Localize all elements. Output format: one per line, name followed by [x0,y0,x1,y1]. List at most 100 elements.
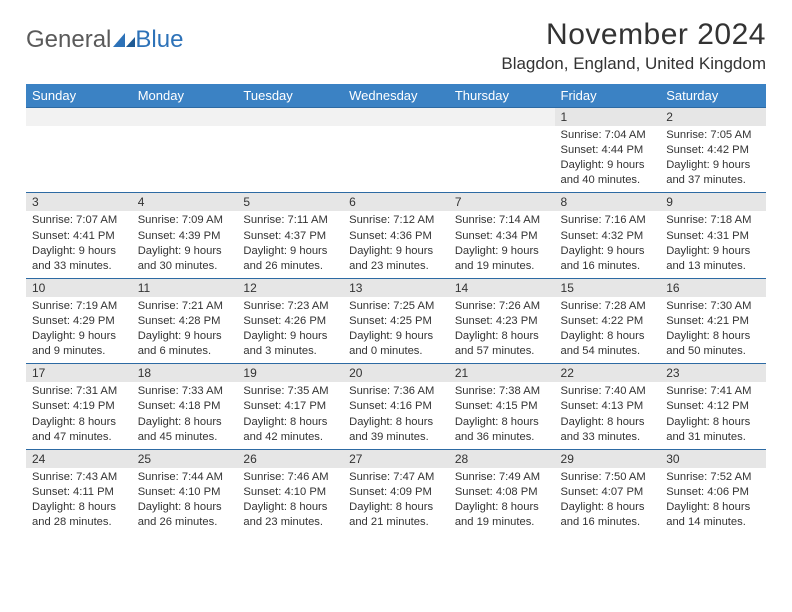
daylight-text: and 33 minutes. [32,259,126,274]
daylight-text: Daylight: 9 hours [455,244,549,259]
day-number-cell: 25 [132,449,238,468]
weekday-header: Tuesday [237,84,343,108]
daylight-text: Daylight: 9 hours [561,244,655,259]
day-content-cell: Sunrise: 7:43 AMSunset: 4:11 PMDaylight:… [26,468,132,534]
day-content-cell: Sunrise: 7:33 AMSunset: 4:18 PMDaylight:… [132,382,238,449]
daylight-text: Daylight: 9 hours [138,244,232,259]
sunset-text: Sunset: 4:41 PM [32,229,126,244]
day-content-cell: Sunrise: 7:07 AMSunset: 4:41 PMDaylight:… [26,211,132,278]
sunrise-text: Sunrise: 7:26 AM [455,299,549,314]
daylight-text: and 21 minutes. [349,515,443,530]
sunrise-text: Sunrise: 7:11 AM [243,213,337,228]
sunset-text: Sunset: 4:11 PM [32,485,126,500]
sunrise-text: Sunrise: 7:33 AM [138,384,232,399]
day-number-cell: 21 [449,364,555,383]
sunrise-text: Sunrise: 7:47 AM [349,470,443,485]
day-number-cell: 8 [555,193,661,212]
day-number-cell [26,108,132,127]
daylight-text: and 23 minutes. [243,515,337,530]
day-content-cell: Sunrise: 7:11 AMSunset: 4:37 PMDaylight:… [237,211,343,278]
day-content-cell: Sunrise: 7:14 AMSunset: 4:34 PMDaylight:… [449,211,555,278]
day-content-cell: Sunrise: 7:35 AMSunset: 4:17 PMDaylight:… [237,382,343,449]
daylight-text: and 14 minutes. [666,515,760,530]
sunset-text: Sunset: 4:17 PM [243,399,337,414]
day-number-cell [237,108,343,127]
daylight-text: Daylight: 9 hours [349,329,443,344]
day-number-cell: 19 [237,364,343,383]
daylight-text: Daylight: 8 hours [666,415,760,430]
daylight-text: Daylight: 8 hours [561,415,655,430]
sunrise-text: Sunrise: 7:25 AM [349,299,443,314]
day-number-cell: 11 [132,278,238,297]
day-number-cell: 7 [449,193,555,212]
sunset-text: Sunset: 4:37 PM [243,229,337,244]
daylight-text: and 30 minutes. [138,259,232,274]
day-content-cell: Sunrise: 7:19 AMSunset: 4:29 PMDaylight:… [26,297,132,364]
daylight-text: Daylight: 8 hours [666,500,760,515]
day-content-cell: Sunrise: 7:41 AMSunset: 4:12 PMDaylight:… [660,382,766,449]
day-content-cell: Sunrise: 7:31 AMSunset: 4:19 PMDaylight:… [26,382,132,449]
daylight-text: Daylight: 8 hours [666,329,760,344]
sunrise-text: Sunrise: 7:41 AM [666,384,760,399]
sunrise-text: Sunrise: 7:30 AM [666,299,760,314]
sunset-text: Sunset: 4:44 PM [561,143,655,158]
day-number-cell: 23 [660,364,766,383]
daylight-text: Daylight: 9 hours [243,329,337,344]
sunset-text: Sunset: 4:36 PM [349,229,443,244]
weekday-header: Wednesday [343,84,449,108]
daylight-text: Daylight: 8 hours [349,415,443,430]
daynum-row: 12 [26,108,766,127]
day-number-cell: 9 [660,193,766,212]
daylight-text: Daylight: 8 hours [455,329,549,344]
content-row: Sunrise: 7:43 AMSunset: 4:11 PMDaylight:… [26,468,766,534]
day-number-cell: 16 [660,278,766,297]
day-number-cell: 30 [660,449,766,468]
day-content-cell: Sunrise: 7:16 AMSunset: 4:32 PMDaylight:… [555,211,661,278]
sunrise-text: Sunrise: 7:44 AM [138,470,232,485]
day-number-cell: 24 [26,449,132,468]
daylight-text: Daylight: 9 hours [666,158,760,173]
day-number-cell: 6 [343,193,449,212]
daylight-text: and 45 minutes. [138,430,232,445]
day-content-cell: Sunrise: 7:04 AMSunset: 4:44 PMDaylight:… [555,126,661,193]
daylight-text: and 47 minutes. [32,430,126,445]
day-number-cell: 2 [660,108,766,127]
daylight-text: Daylight: 8 hours [349,500,443,515]
day-number-cell: 10 [26,278,132,297]
brand-text: General Blue [26,26,183,54]
daynum-row: 17181920212223 [26,364,766,383]
daylight-text: and 26 minutes. [243,259,337,274]
sunrise-text: Sunrise: 7:38 AM [455,384,549,399]
daylight-text: Daylight: 8 hours [138,415,232,430]
daylight-text: Daylight: 8 hours [455,500,549,515]
sunset-text: Sunset: 4:06 PM [666,485,760,500]
day-content-cell [237,126,343,193]
sunset-text: Sunset: 4:19 PM [32,399,126,414]
daylight-text: Daylight: 8 hours [32,415,126,430]
sunrise-text: Sunrise: 7:28 AM [561,299,655,314]
sunset-text: Sunset: 4:07 PM [561,485,655,500]
sunrise-text: Sunrise: 7:36 AM [349,384,443,399]
daylight-text: and 19 minutes. [455,515,549,530]
daylight-text: Daylight: 8 hours [243,500,337,515]
content-row: Sunrise: 7:19 AMSunset: 4:29 PMDaylight:… [26,297,766,364]
title-block: November 2024 Blagdon, England, United K… [501,18,766,74]
sunset-text: Sunset: 4:31 PM [666,229,760,244]
daylight-text: and 36 minutes. [455,430,549,445]
day-content-cell: Sunrise: 7:40 AMSunset: 4:13 PMDaylight:… [555,382,661,449]
sunrise-text: Sunrise: 7:49 AM [455,470,549,485]
daylight-text: and 6 minutes. [138,344,232,359]
day-content-cell [449,126,555,193]
day-number-cell: 13 [343,278,449,297]
weekday-header: Saturday [660,84,766,108]
sunset-text: Sunset: 4:16 PM [349,399,443,414]
daylight-text: Daylight: 9 hours [561,158,655,173]
sunrise-text: Sunrise: 7:04 AM [561,128,655,143]
daylight-text: Daylight: 9 hours [32,329,126,344]
brand-word1: General [26,26,111,54]
page-title: November 2024 [501,18,766,52]
daylight-text: and 31 minutes. [666,430,760,445]
sunset-text: Sunset: 4:13 PM [561,399,655,414]
daylight-text: and 42 minutes. [243,430,337,445]
daynum-row: 10111213141516 [26,278,766,297]
